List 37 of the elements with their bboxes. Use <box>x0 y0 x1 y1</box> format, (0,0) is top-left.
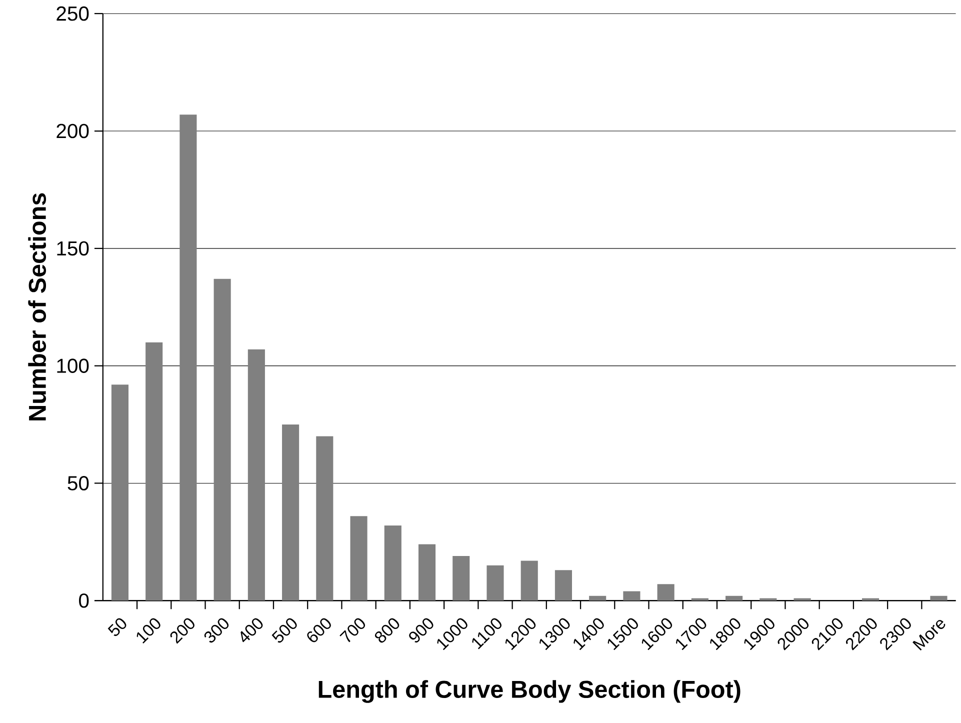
bar <box>726 596 743 601</box>
bar <box>350 516 368 601</box>
y-tick-label: 150 <box>57 241 89 256</box>
x-tick-label: 800 <box>374 618 400 643</box>
bar <box>384 526 402 601</box>
bar <box>214 279 231 601</box>
x-tick-label: 400 <box>240 618 263 642</box>
bar <box>111 384 128 601</box>
bar <box>418 544 436 601</box>
x-tick-label: 100 <box>136 618 160 644</box>
x-tick-label: 300 <box>204 618 229 643</box>
bar <box>930 596 948 601</box>
bar <box>146 342 163 601</box>
y-tick-label: 250 <box>56 6 89 21</box>
x-tick-label: 600 <box>307 618 331 642</box>
x-tick-label: 500 <box>272 618 297 643</box>
x-tick-label: 50 <box>108 618 126 636</box>
bar <box>589 596 606 601</box>
bar <box>554 570 572 601</box>
bar <box>316 436 334 601</box>
x-axis-title: Length of Curve Body Section (Foot) <box>318 680 740 704</box>
bar <box>452 556 470 601</box>
y-tick-label: 200 <box>56 124 89 138</box>
bar <box>180 114 197 601</box>
bar <box>248 350 265 601</box>
x-tick-label: 900 <box>409 618 434 643</box>
bar <box>520 560 538 601</box>
x-tick-label: 200 <box>170 618 194 644</box>
y-axis-title: Number of Sections <box>28 193 46 420</box>
bar <box>282 424 300 601</box>
y-tick-label: 100 <box>57 358 89 374</box>
y-tick-label: 0 <box>79 594 89 608</box>
bar <box>486 566 504 601</box>
y-tick-label: 50 <box>68 476 89 491</box>
bar <box>623 591 640 601</box>
bar <box>657 584 674 601</box>
x-tick-label: 700 <box>340 618 366 642</box>
